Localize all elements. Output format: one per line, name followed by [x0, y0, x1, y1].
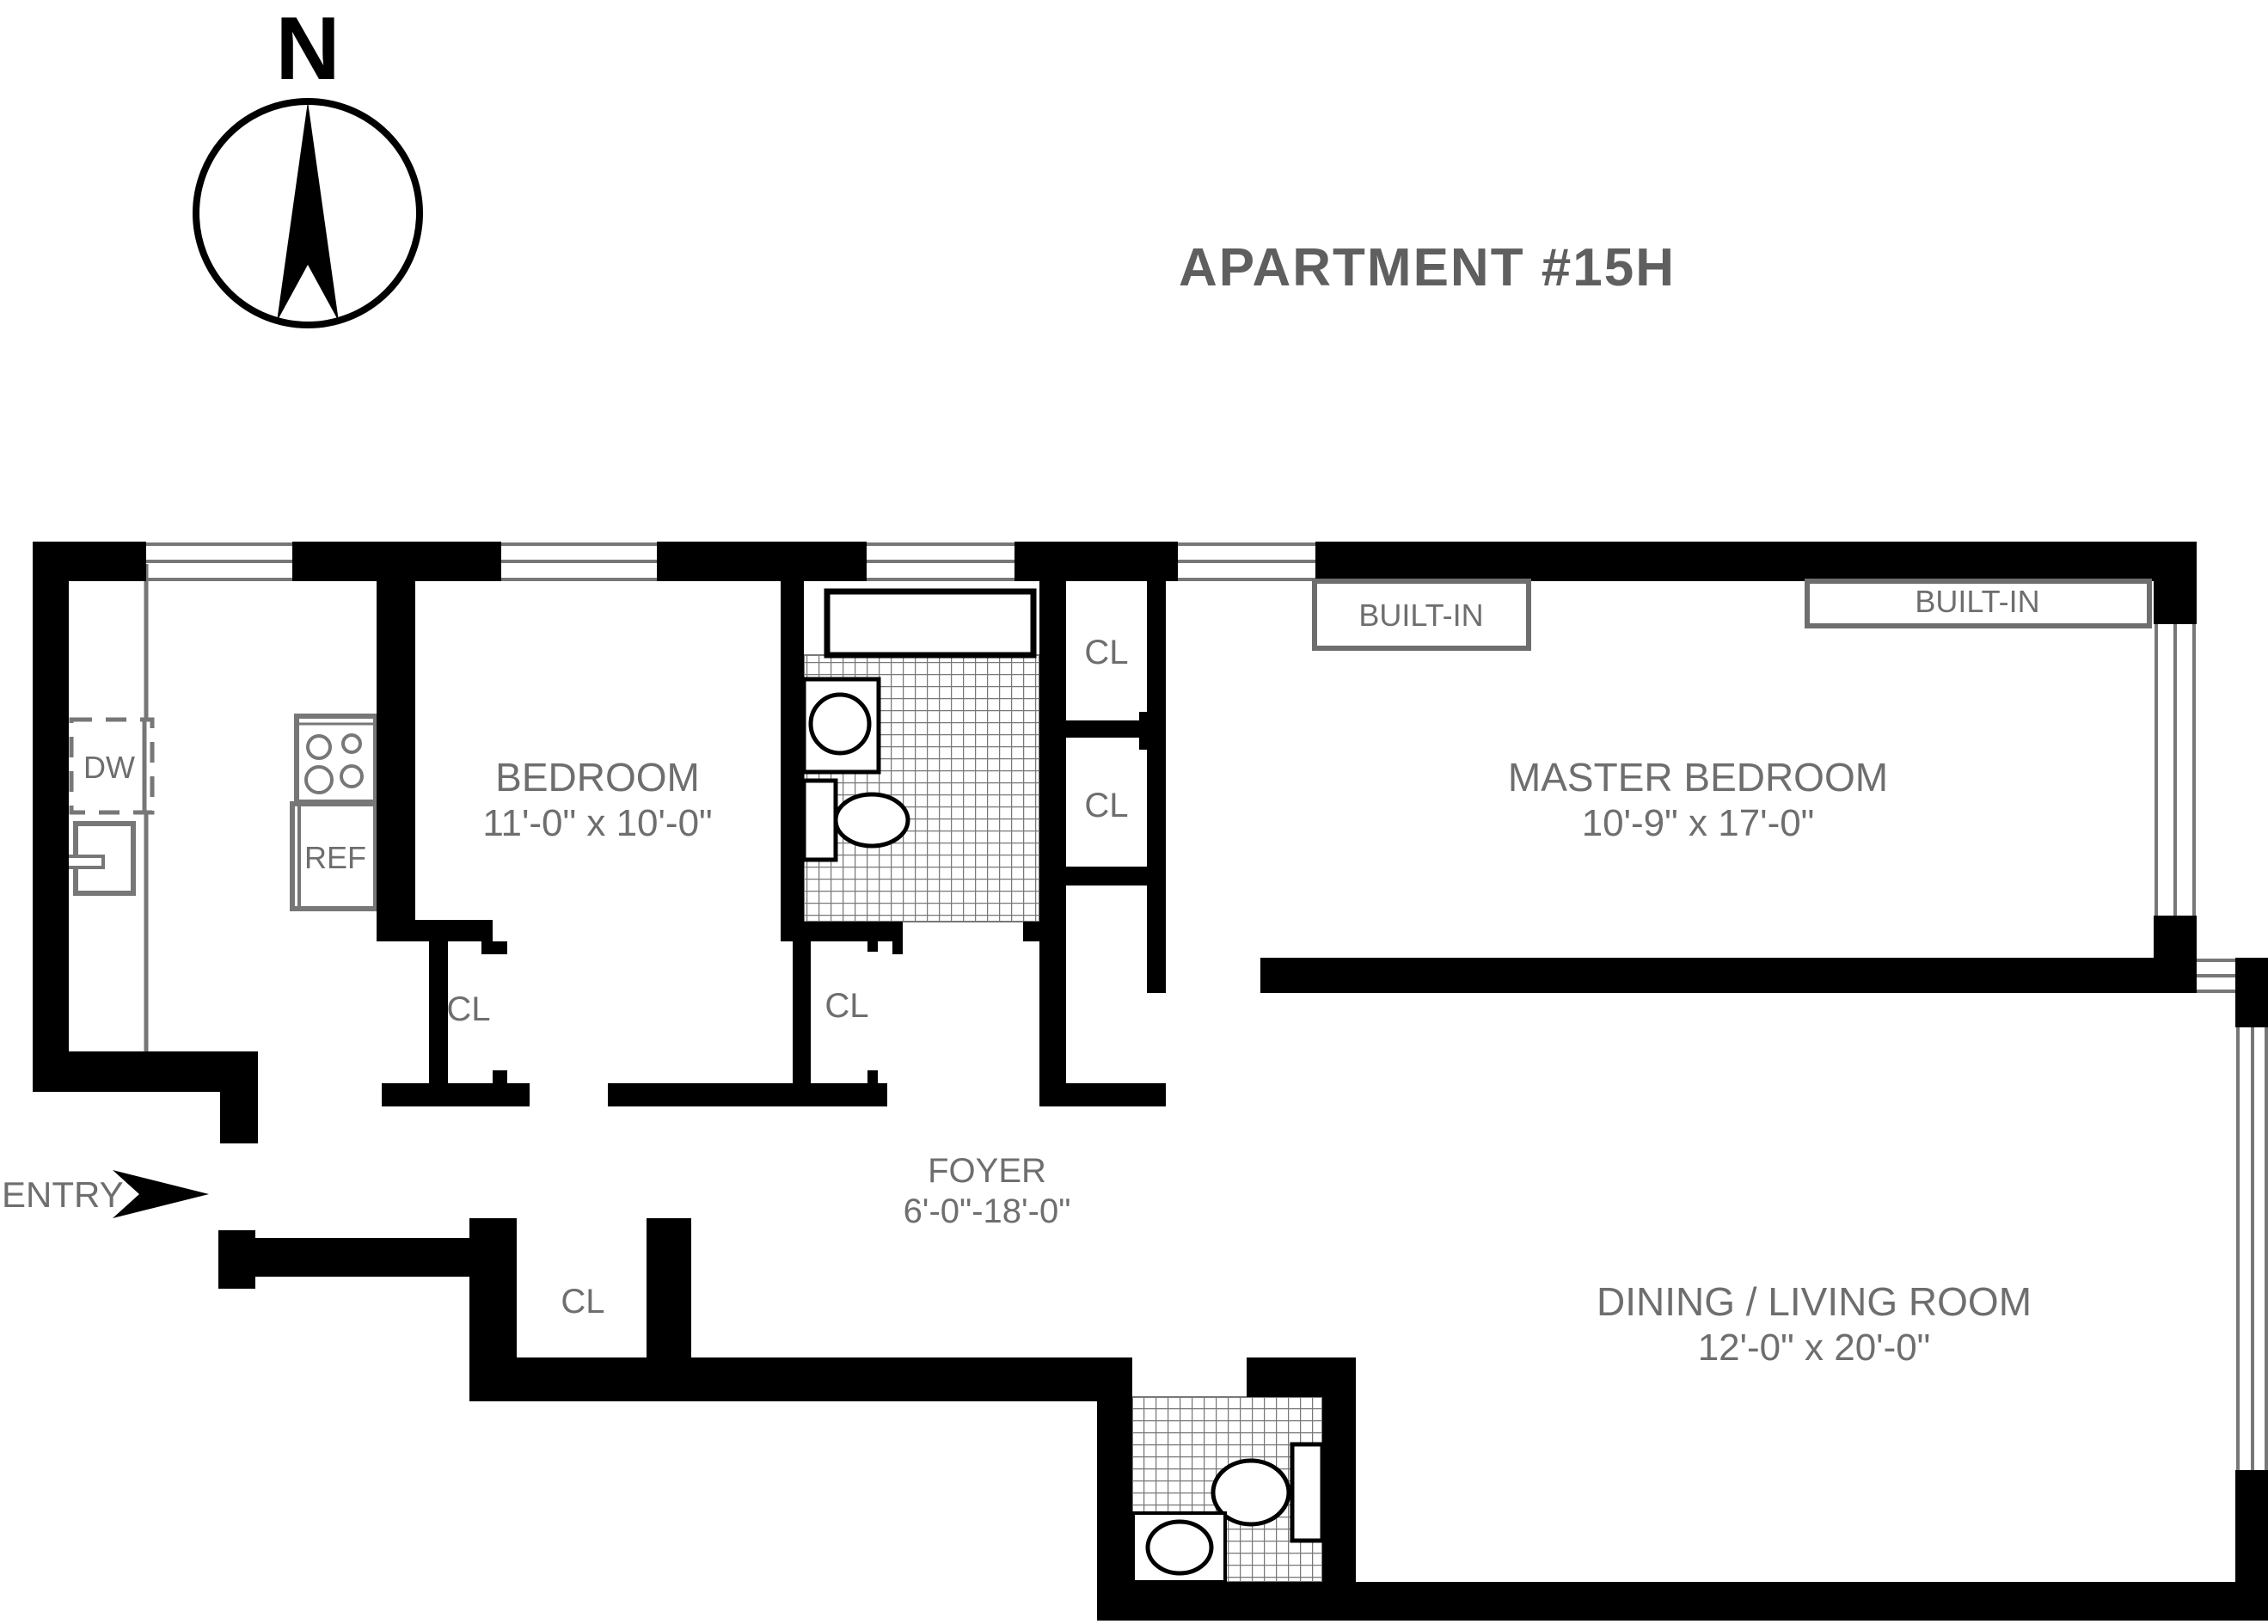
wall-bathroom-right	[1039, 581, 1066, 1106]
entry-label: ENTRY	[2, 1174, 124, 1215]
built-in-cabinet	[1805, 579, 2152, 628]
closet-label-5: CL	[561, 1283, 604, 1321]
built-in-label-1: BUILT-IN	[1358, 598, 1483, 633]
bedroom-label: BEDROOM	[495, 755, 700, 800]
master-bedroom-label: MASTER BEDROOM	[1508, 755, 1888, 800]
wall-corner	[2154, 916, 2197, 993]
closet-label-3: CL	[446, 990, 490, 1028]
wall-closet3-jamb	[493, 941, 507, 954]
built-ins	[1312, 579, 2152, 651]
foyer-label: FOYER	[928, 1152, 1046, 1190]
master-bedroom-dims: 10'-9" x 17'-0"	[1582, 802, 1815, 844]
wall-closet-divider	[1066, 720, 1147, 738]
wall-master-bottom	[1260, 958, 2154, 993]
wall-left	[33, 542, 69, 1092]
wall-top	[292, 542, 501, 581]
wall-closet4-jamb	[867, 1070, 878, 1083]
page-title: APARTMENT #15H	[1179, 238, 1676, 297]
closet-label-4: CL	[824, 987, 868, 1025]
stove-burner-icon	[304, 765, 334, 794]
toilet-tank	[801, 778, 838, 862]
kitchen-sink-faucet	[62, 855, 105, 869]
closet-label-2: CL	[1084, 787, 1128, 824]
window-kitchen	[146, 542, 292, 581]
wall-bedroom-left	[377, 581, 415, 941]
window-bathroom	[867, 542, 1014, 581]
window-master-top	[1178, 542, 1315, 581]
dishwasher-label: DW	[83, 750, 135, 785]
windows	[146, 542, 2268, 1470]
window-bedroom	[501, 542, 657, 581]
wall-foyer-top	[382, 1083, 530, 1106]
wall-bottom	[1097, 1582, 2268, 1621]
wall-kitchen-bottom	[33, 1051, 224, 1092]
dining-living-dims: 12'-0" x 20'-0"	[1698, 1327, 1931, 1369]
wall-top	[1014, 542, 1178, 581]
wall-closet3-left	[429, 941, 448, 1083]
wall-top	[1315, 542, 2154, 581]
window-dining-right	[2236, 1027, 2268, 1470]
wall-closet4-left	[793, 939, 811, 1083]
wall-bathroom-bottom	[801, 922, 903, 941]
wall-bathroom-left	[781, 581, 804, 941]
compass-north-label: N	[275, 0, 340, 99]
foyer-dims: 6'-0"-18'-0"	[904, 1192, 1071, 1230]
wall-closet4-jamb	[867, 939, 878, 952]
toilet-tank	[1290, 1442, 1325, 1543]
bathroom-fixtures	[801, 588, 1037, 862]
wall-corner	[2154, 542, 2197, 624]
wall-bedroom-bottom	[377, 920, 493, 941]
wall-foyer-top	[1066, 1083, 1166, 1106]
north-needle-icon	[277, 101, 339, 322]
built-in-label-2: BUILT-IN	[1915, 584, 2039, 619]
wall-closet-divider-cap	[1139, 712, 1166, 750]
bathtub	[824, 588, 1037, 659]
walls	[33, 542, 2268, 1621]
dishwasher-outline	[69, 717, 155, 815]
wall-kitchen-step	[220, 1051, 258, 1143]
refrigerator	[290, 801, 378, 911]
powder-room-fixtures	[1131, 1442, 1325, 1584]
window-master-right	[2155, 624, 2196, 916]
wall-foyer-top	[608, 1083, 887, 1106]
built-in-cabinet	[1312, 579, 1531, 651]
dining-living-label: DINING / LIVING ROOM	[1597, 1279, 2032, 1324]
window-dining-top	[2197, 959, 2235, 993]
wall-corner	[2235, 958, 2268, 1027]
entry-arrow-icon	[113, 1170, 209, 1218]
wall-powder-left	[1097, 1357, 1132, 1621]
wall-bathroom-bottom	[1023, 922, 1066, 941]
refrigerator-label: REF	[304, 840, 366, 875]
wall-powder-right	[1322, 1357, 1356, 1582]
wall-south	[469, 1357, 1128, 1401]
wall-top	[657, 542, 867, 581]
entry-marker: ENTRY	[2, 1170, 209, 1218]
stove-burner-icon	[341, 733, 362, 754]
closet-label-1: CL	[1084, 634, 1128, 671]
wall-foyer-bottom	[218, 1238, 469, 1277]
wall-closet-column-right	[1147, 581, 1166, 993]
wall-bathroom-door-jamb	[892, 941, 903, 954]
bathroom-sink-bowl	[808, 692, 872, 756]
wall-closet2-bottom	[1039, 867, 1166, 886]
powder-sink-bowl	[1145, 1519, 1214, 1576]
toilet-bowl	[1211, 1458, 1291, 1527]
kitchen-fixtures	[62, 564, 378, 1051]
compass-icon: N	[193, 0, 423, 328]
wall-closet3-jamb	[493, 1070, 507, 1083]
bedroom-dims: 11'-0" x 10'-0"	[482, 802, 712, 844]
toilet-bowl	[833, 792, 910, 849]
wall-closet5-right	[647, 1218, 691, 1361]
labels: APARTMENT #15H BEDROOM 11'-0" x 10'-0" M…	[83, 238, 2040, 1369]
stove-burner-icon	[340, 764, 364, 788]
stove-burner-icon	[306, 734, 332, 760]
